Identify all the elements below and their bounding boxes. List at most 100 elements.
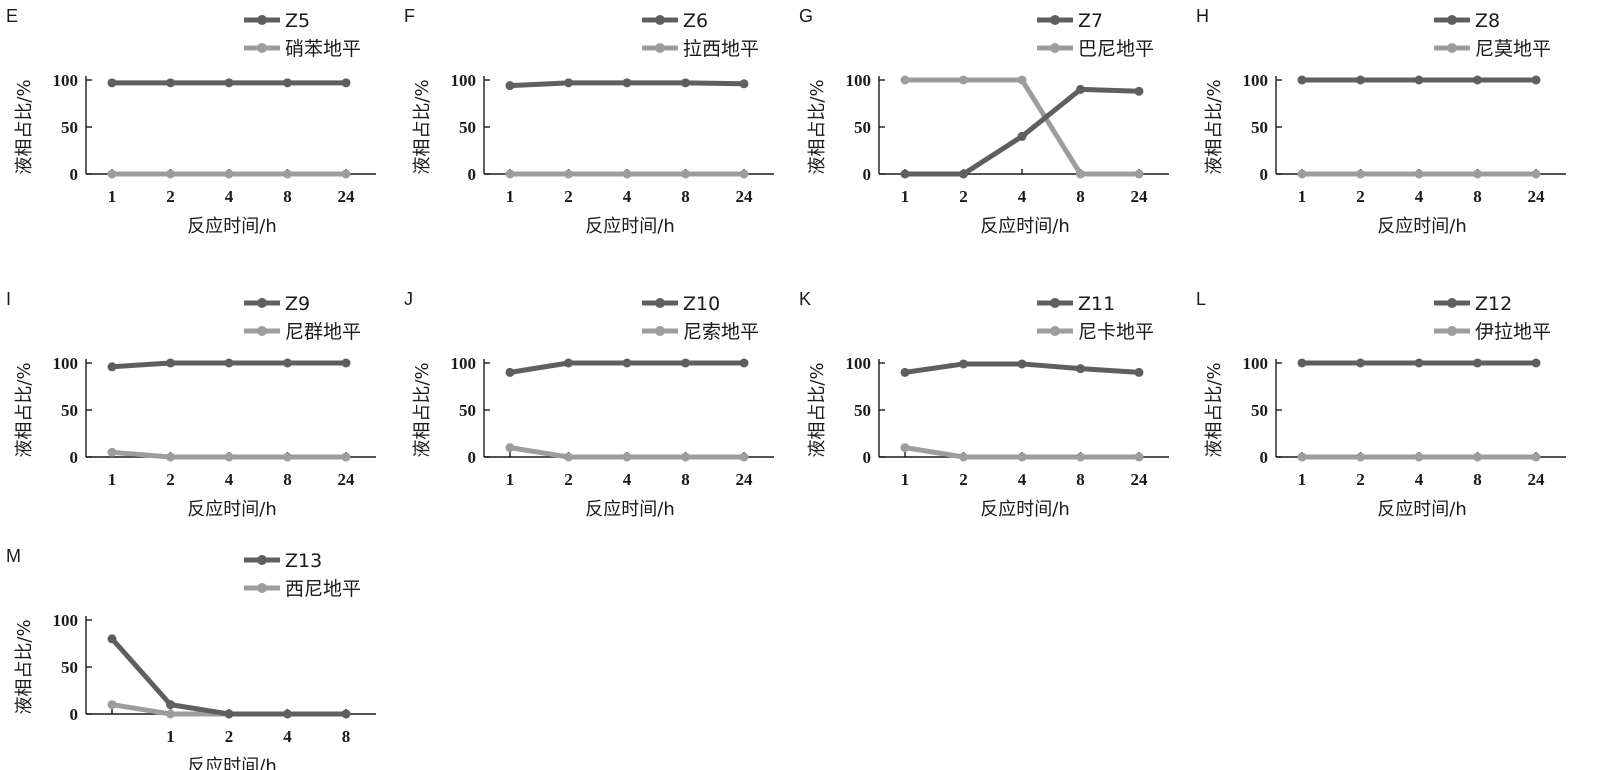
x-axis-label: 反应时间/h	[585, 216, 674, 237]
data-point-2	[107, 447, 117, 457]
y-tick-label: 100	[846, 354, 872, 373]
legend-marker	[655, 298, 665, 308]
data-point-2	[1017, 75, 1027, 85]
y-tick-label: 100	[53, 71, 79, 90]
legend-marker	[1050, 298, 1060, 308]
y-tick-label: 50	[854, 401, 871, 420]
legend-entry: 尼莫地平	[1475, 38, 1551, 60]
legend-entry: Z5	[285, 10, 310, 32]
data-point-2	[166, 169, 175, 179]
x-tick-label: 1	[506, 470, 515, 489]
legend-marker	[1447, 43, 1457, 53]
data-point-1	[166, 700, 175, 710]
data-point-1	[224, 709, 234, 719]
x-tick-label: 4	[225, 470, 234, 489]
x-tick-label: 4	[283, 727, 292, 746]
panel-letter: M	[6, 546, 21, 566]
data-point-2	[1414, 452, 1424, 462]
data-point-1	[900, 169, 910, 179]
data-point-2	[622, 452, 632, 462]
data-point-2	[1134, 452, 1144, 462]
data-point-1	[341, 358, 351, 368]
data-point-1	[1531, 75, 1541, 85]
data-point-2	[1531, 452, 1541, 462]
data-point-2	[166, 709, 175, 719]
y-axis-label: 液相占比/%	[14, 362, 35, 457]
y-axis-label: 液相占比/%	[412, 79, 433, 174]
legend-entry: 尼卡地平	[1078, 321, 1154, 343]
data-point-2	[681, 169, 690, 179]
data-point-1	[341, 78, 351, 88]
data-point-2	[166, 452, 175, 462]
legend-marker	[257, 326, 267, 336]
y-tick-label: 0	[1260, 165, 1269, 184]
x-tick-label: 24	[1528, 470, 1546, 489]
y-tick-label: 50	[459, 118, 476, 137]
y-tick-label: 100	[1243, 71, 1269, 90]
data-point-1	[739, 358, 749, 368]
data-point-1	[1473, 75, 1482, 85]
x-axis-label: 反应时间/h	[585, 499, 674, 520]
data-point-1	[505, 367, 515, 377]
x-tick-label: 2	[166, 470, 175, 489]
legend-marker	[257, 555, 267, 565]
y-axis-label: 液相占比/%	[1204, 362, 1225, 457]
legend-entry: Z10	[683, 293, 720, 315]
panel-letter: E	[6, 6, 18, 26]
x-tick-label: 8	[1473, 470, 1482, 489]
data-point-1	[1414, 75, 1424, 85]
x-axis-label: 反应时间/h	[187, 756, 276, 770]
data-point-2	[107, 169, 117, 179]
panel-letter: L	[1196, 289, 1206, 309]
y-axis-label: 液相占比/%	[14, 79, 35, 174]
y-tick-label: 50	[1251, 401, 1268, 420]
x-tick-label: 4	[225, 187, 234, 206]
x-tick-label: 24	[736, 187, 754, 206]
data-point-1	[1531, 358, 1541, 368]
y-tick-label: 0	[468, 448, 477, 467]
data-point-2	[1297, 169, 1307, 179]
data-point-2	[900, 443, 910, 453]
series-line-1	[109, 636, 349, 717]
data-point-1	[224, 78, 234, 88]
data-point-1	[283, 78, 292, 88]
x-axis-label: 反应时间/h	[187, 216, 276, 237]
x-tick-label: 8	[1076, 187, 1085, 206]
y-tick-label: 50	[854, 118, 871, 137]
x-tick-label: 8	[1473, 187, 1482, 206]
data-point-2	[107, 700, 117, 710]
data-point-1	[622, 358, 632, 368]
x-axis-label: 反应时间/h	[980, 499, 1069, 520]
data-point-2	[1356, 169, 1365, 179]
data-point-1	[681, 358, 690, 368]
x-axis-label: 反应时间/h	[187, 499, 276, 520]
legend-marker	[257, 298, 267, 308]
data-point-2	[622, 169, 632, 179]
legend-marker	[257, 15, 267, 25]
data-point-2	[739, 452, 749, 462]
data-point-1	[1297, 75, 1307, 85]
x-tick-label: 24	[338, 187, 356, 206]
data-point-2	[1076, 452, 1085, 462]
data-point-1	[1297, 358, 1307, 368]
x-tick-label: 4	[1415, 187, 1424, 206]
x-tick-label: 2	[959, 187, 968, 206]
y-tick-label: 100	[846, 71, 872, 90]
x-tick-label: 8	[681, 187, 690, 206]
data-point-2	[564, 169, 573, 179]
y-tick-label: 0	[863, 448, 872, 467]
x-tick-label: 24	[338, 470, 356, 489]
x-tick-label: 1	[901, 187, 910, 206]
x-axis-label: 反应时间/h	[1377, 499, 1466, 520]
data-point-1	[739, 79, 749, 89]
y-tick-label: 100	[53, 611, 79, 630]
data-point-1	[1473, 358, 1482, 368]
x-tick-label: 24	[1131, 187, 1149, 206]
x-axis-label: 反应时间/h	[1377, 216, 1466, 237]
panel-letter: J	[404, 289, 413, 309]
